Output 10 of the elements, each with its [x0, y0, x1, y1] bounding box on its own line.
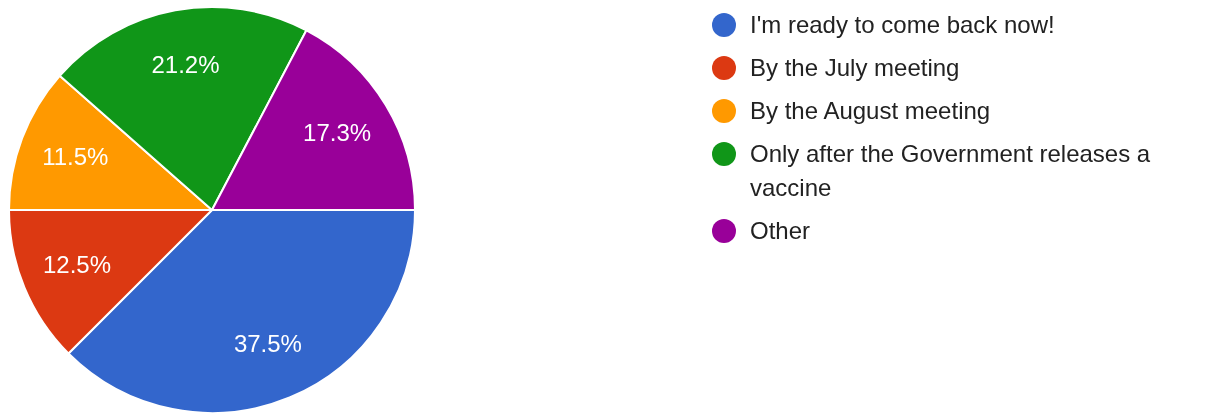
data-label: 12.5%: [42, 250, 111, 278]
legend-label: Other: [750, 216, 811, 246]
data-label: 17.3%: [303, 119, 372, 147]
legend-label: I'm ready to come back now!: [750, 10, 1055, 40]
data-label: 37.5%: [233, 329, 302, 357]
legend-label: By the July meeting: [750, 53, 960, 83]
data-label: 21.2%: [151, 50, 220, 78]
data-label: 11.5%: [42, 142, 109, 170]
legend-label: By the August meeting: [750, 96, 991, 126]
legend-label: Only after the Government releases a vaccine: [750, 139, 1152, 203]
